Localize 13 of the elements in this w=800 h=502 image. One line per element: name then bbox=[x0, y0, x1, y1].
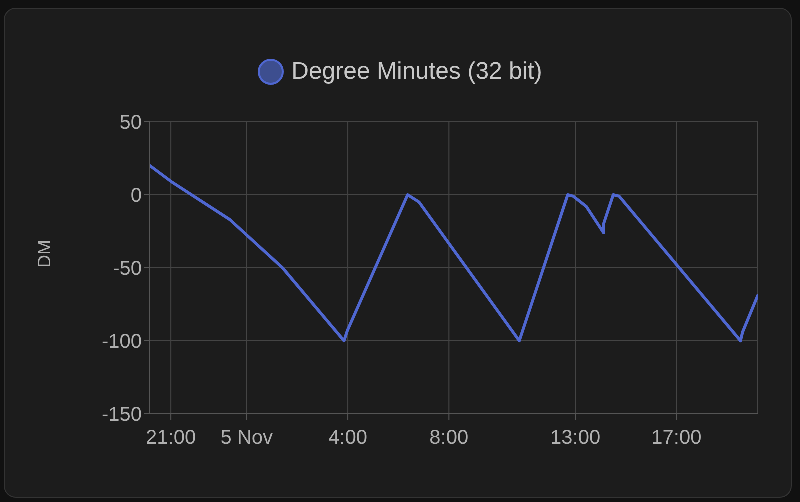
y-tick-label: 50 bbox=[120, 112, 142, 134]
x-tick-label: 4:00 bbox=[328, 427, 368, 450]
y-tick-label: 0 bbox=[130, 185, 142, 208]
x-tick-label: 17:00 bbox=[652, 427, 702, 450]
x-tick-label: 8:00 bbox=[430, 427, 469, 450]
y-tick-label: -100 bbox=[102, 331, 142, 354]
x-tick-label: 5 Nov bbox=[220, 427, 274, 450]
x-tick-label: 21:00 bbox=[146, 427, 196, 450]
x-tick-label: 13:00 bbox=[550, 427, 601, 450]
y-tick-label: -150 bbox=[102, 404, 142, 426]
y-tick-label: -50 bbox=[113, 258, 142, 280]
y-axis-title: DM bbox=[34, 240, 54, 268]
legend-label: Degree Minutes (32 bit) bbox=[292, 58, 542, 86]
